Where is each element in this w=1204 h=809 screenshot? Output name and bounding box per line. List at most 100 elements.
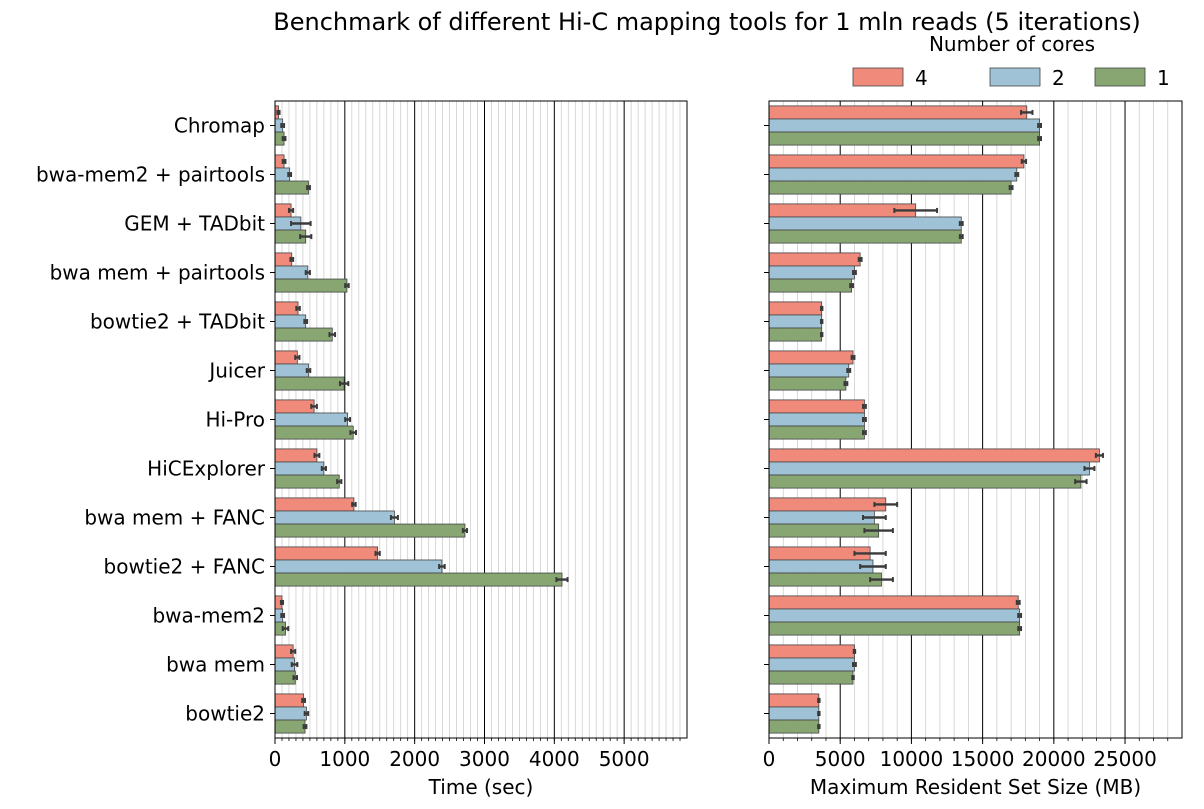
memory-bar-1-cores: [768, 229, 962, 244]
memory-bar-4-cores: [768, 693, 820, 708]
legend-label-2: 2: [1052, 66, 1065, 90]
category-label: HiCExplorer: [147, 457, 266, 481]
legend-label-1: 1: [1157, 66, 1170, 90]
time-bar-4-cores: [274, 252, 293, 267]
memory-bar-1-cores: [768, 180, 1012, 195]
category-label: bwa mem + pairtools: [50, 261, 265, 285]
legend: Number of cores 4 2 1: [852, 32, 1170, 90]
memory-bar-1-cores: [768, 327, 823, 342]
memory-bar-2-cores: [768, 706, 820, 721]
memory-bar-4-cores: [768, 154, 1025, 169]
time-bar-2-cores: [274, 706, 307, 721]
memory-bar-1-cores: [768, 131, 1040, 146]
time-bar-4-cores: [274, 399, 315, 414]
category-label: GEM + TADbit: [124, 212, 265, 236]
time-bar-4-cores: [274, 350, 298, 365]
time-bar-4-cores: [274, 693, 305, 708]
time-bar-2-cores: [274, 265, 309, 280]
time-axes-frame: [274, 100, 688, 739]
legend-label-4: 4: [915, 66, 928, 90]
memory-bar-4-cores: [768, 105, 1028, 120]
memory-bar-4-cores: [768, 497, 887, 512]
legend-title: Number of cores: [929, 32, 1095, 56]
legend-swatch-4: [852, 67, 904, 87]
time-bar-2-cores: [274, 363, 309, 378]
memory-x-tick-label: 5000: [815, 747, 866, 771]
time-bar-1-cores: [274, 572, 563, 587]
memory-bar-1-cores: [768, 376, 847, 391]
time-bar-1-cores: [274, 670, 296, 685]
memory-bar-4-cores: [768, 448, 1100, 463]
time-panel: Chromap bwa-mem2 + pairtools GEM + TADbit b…: [36, 100, 688, 799]
time-x-tick-label: 0: [269, 747, 282, 771]
time-x-tick-label: 5000: [599, 747, 650, 771]
memory-bar-2-cores: [768, 363, 850, 378]
time-bar-4-cores: [274, 448, 318, 463]
category-label: bwa-mem2 + pairtools: [36, 163, 265, 187]
memory-x-axis-label: Maximum Resident Set Size (MB): [810, 775, 1141, 799]
time-x-axis-label: Time (sec): [428, 775, 534, 799]
time-bar-4-cores: [274, 497, 355, 512]
time-bar-1-cores: [274, 376, 345, 391]
memory-x-tick-label: 15000: [951, 747, 1015, 771]
memory-panel: 0 5000 10000 15000 20000 25000 Maximum Residen…: [763, 100, 1183, 799]
memory-bar-2-cores: [768, 608, 1021, 623]
category-label: bwa mem: [166, 653, 265, 677]
time-x-tick-label: 2000: [389, 747, 440, 771]
time-bar-1-cores: [274, 278, 348, 293]
memory-bar-1-cores: [768, 621, 1021, 636]
memory-x-tick-label: 20000: [1022, 747, 1086, 771]
category-label: bowtie2: [185, 702, 265, 726]
legend-swatch-2: [989, 67, 1041, 87]
time-x-tick-label: 1000: [319, 747, 370, 771]
time-bar-1-cores: [274, 474, 340, 489]
category-label: Hi-Pro: [205, 408, 265, 432]
memory-bar-1-cores: [768, 523, 880, 538]
time-bar-2-cores: [274, 510, 395, 525]
memory-axes-frame: [768, 100, 1183, 739]
time-x-tick-label: 4000: [529, 747, 580, 771]
memory-bar-1-cores: [768, 719, 820, 734]
time-bar-1-cores: [274, 180, 309, 195]
memory-bar-2-cores: [768, 657, 855, 672]
time-bar-4-cores: [274, 546, 379, 561]
category-label: bwa-mem2: [152, 604, 265, 628]
memory-bar-2-cores: [768, 461, 1090, 476]
category-label: bwa mem + FANC: [84, 506, 265, 530]
memory-bar-4-cores: [768, 301, 823, 316]
memory-bar-2-cores: [768, 216, 962, 231]
memory-bar-1-cores: [768, 572, 882, 587]
time-bar-2-cores: [274, 559, 443, 574]
memory-bar-2-cores: [768, 167, 1018, 182]
time-bar-4-cores: [274, 301, 299, 316]
time-bar-2-cores: [274, 314, 307, 329]
memory-bar-2-cores: [768, 412, 865, 427]
memory-x-tick-label: 10000: [880, 747, 944, 771]
memory-x-tick-label: 25000: [1093, 747, 1157, 771]
memory-bar-4-cores: [768, 252, 861, 267]
time-x-tick-label: 3000: [459, 747, 510, 771]
category-label: Juicer: [207, 359, 265, 383]
memory-bar-2-cores: [768, 510, 875, 525]
memory-bar-4-cores: [768, 399, 865, 414]
memory-bar-1-cores: [768, 670, 854, 685]
category-label: bowtie2 + FANC: [104, 555, 265, 579]
time-bar-1-cores: [274, 523, 466, 538]
category-label: Chromap: [174, 114, 265, 138]
chart-title: Benchmark of different Hi-C mapping tool…: [273, 8, 1140, 36]
time-bar-2-cores: [274, 461, 325, 476]
memory-bar-2-cores: [768, 559, 874, 574]
memory-bar-2-cores: [768, 118, 1040, 133]
time-bar-1-cores: [274, 425, 354, 440]
memory-bar-1-cores: [768, 278, 852, 293]
memory-bar-1-cores: [768, 474, 1082, 489]
memory-bar-4-cores: [768, 350, 854, 365]
memory-bar-2-cores: [768, 265, 855, 280]
time-bar-1-cores: [274, 719, 306, 734]
memory-bar-1-cores: [768, 425, 865, 440]
memory-x-tick-label: 0: [763, 747, 776, 771]
category-label: bowtie2 + TADbit: [90, 310, 265, 334]
legend-swatch-1: [1094, 67, 1146, 87]
memory-bar-4-cores: [768, 595, 1019, 610]
